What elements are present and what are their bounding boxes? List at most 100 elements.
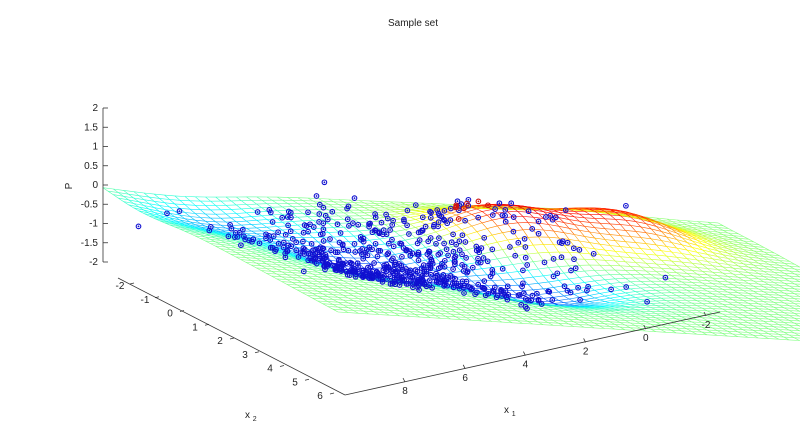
- surface-mesh-line: [630, 247, 641, 249]
- surface-mesh-line: [532, 309, 539, 313]
- surface-mesh-line: [671, 260, 682, 263]
- surface-mesh-line: [528, 211, 539, 214]
- surface-mesh-line: [778, 334, 785, 338]
- surface-mesh-line: [435, 228, 447, 233]
- surface-mesh-line: [697, 245, 703, 251]
- surface-mesh-line: [486, 313, 497, 315]
- surface-mesh-line: [722, 283, 734, 286]
- surface-mesh-line: [584, 226, 595, 228]
- surface-mesh-line: [630, 266, 641, 268]
- surface-mesh-line: [692, 262, 703, 265]
- surface-mesh-line: [394, 216, 401, 220]
- surface-mesh-line: [527, 268, 539, 271]
- surface-mesh-line: [374, 287, 385, 289]
- surface-mesh-line: [651, 220, 657, 223]
- surface-mesh-line: [569, 213, 580, 215]
- surface-mesh-line: [568, 265, 580, 267]
- surface-mesh-line: [732, 267, 739, 272]
- surface-mesh-line: [650, 238, 657, 246]
- surface-mesh-line: [532, 303, 539, 306]
- surface-mesh-line: [712, 283, 718, 287]
- surface-mesh-line: [768, 264, 775, 268]
- surface-mesh-line: [338, 297, 349, 299]
- surface-mesh-line: [697, 279, 708, 281]
- surface-mesh-line: [486, 304, 498, 306]
- surface-mesh-line: [722, 283, 728, 288]
- surface-mesh-line: [568, 303, 575, 306]
- surface-mesh-line: [773, 306, 785, 309]
- surface-mesh-line: [251, 207, 262, 209]
- surface-mesh-line: [702, 243, 708, 249]
- surface-mesh-line: [681, 287, 687, 291]
- surface-mesh-line: [666, 222, 678, 225]
- surface-mesh-line: [717, 320, 723, 324]
- surface-mesh-line: [640, 293, 646, 297]
- surface-mesh-line: [763, 335, 769, 339]
- surface-mesh-line: [712, 258, 718, 264]
- surface-mesh-line: [599, 325, 610, 327]
- surface-mesh-line: [707, 305, 713, 309]
- surface-mesh-line: [681, 261, 688, 267]
- surface-mesh-line: [282, 214, 288, 219]
- surface-mesh-line: [655, 326, 662, 330]
- surface-mesh-line: [461, 225, 472, 230]
- surface-mesh-line: [307, 263, 318, 266]
- surface-mesh-line: [318, 209, 324, 214]
- surface-mesh-line: [635, 253, 647, 255]
- surface-mesh-line: [553, 315, 564, 317]
- surface-mesh-line: [727, 248, 734, 253]
- surface-mesh-line: [215, 245, 226, 248]
- surface-mesh-line: [610, 214, 616, 220]
- surface-mesh-line: [307, 241, 314, 247]
- surface-mesh-line: [512, 229, 524, 232]
- surface-mesh-line: [758, 293, 764, 297]
- surface-mesh-line: [251, 255, 262, 257]
- surface-mesh-line: [748, 277, 759, 280]
- surface-mesh-line: [563, 283, 575, 286]
- surface-mesh-line: [517, 253, 529, 256]
- surface-mesh-line: [179, 200, 191, 202]
- surface-mesh-line: [271, 214, 283, 216]
- surface-mesh-line: [681, 228, 688, 231]
- surface-mesh-line: [245, 262, 257, 264]
- surface-mesh-line: [748, 298, 759, 300]
- surface-mesh-line: [230, 249, 242, 251]
- surface-mesh-line: [348, 215, 355, 220]
- surface-mesh-line: [702, 256, 708, 262]
- surface-mesh-line: [292, 200, 298, 204]
- surface-mesh-line: [794, 332, 800, 334]
- surface-mesh-line: [481, 219, 493, 224]
- surface-mesh-line: [430, 298, 441, 300]
- surface-mesh-line: [794, 293, 800, 297]
- surface-mesh-line: [512, 312, 518, 317]
- surface-mesh-line: [732, 273, 739, 278]
- surface-mesh-line: [379, 285, 390, 287]
- surface-mesh-line: [594, 310, 600, 314]
- surface-mesh-line: [635, 253, 642, 259]
- surface-mesh-line: [789, 290, 795, 294]
- surface-mesh-line: [794, 322, 800, 324]
- surface-mesh-line: [492, 204, 498, 207]
- surface-mesh-line: [728, 248, 739, 251]
- surface-mesh-line: [542, 319, 549, 323]
- surface-mesh-line: [374, 243, 385, 246]
- surface-mesh-line: [701, 331, 708, 336]
- surface-mesh-line: [742, 309, 749, 314]
- surface-mesh-line: [676, 219, 688, 222]
- surface-mesh-line: [737, 336, 749, 338]
- surface-mesh-line: [768, 254, 775, 258]
- surface-mesh-line: [728, 228, 734, 232]
- surface-mesh-line: [763, 247, 770, 251]
- surface-mesh-line: [707, 280, 713, 284]
- surface-mesh-line: [466, 231, 477, 236]
- surface-mesh-line: [758, 278, 764, 283]
- surface-mesh-line: [758, 323, 764, 327]
- surface-mesh-line: [604, 249, 616, 252]
- surface-mesh-line: [630, 300, 636, 303]
- surface-mesh-line: [789, 285, 800, 287]
- surface-mesh-line: [686, 284, 693, 289]
- surface-mesh-line: [450, 313, 462, 315]
- surface-mesh-line: [441, 206, 447, 208]
- surface-mesh-line: [768, 269, 775, 273]
- surface-mesh-line: [687, 228, 698, 231]
